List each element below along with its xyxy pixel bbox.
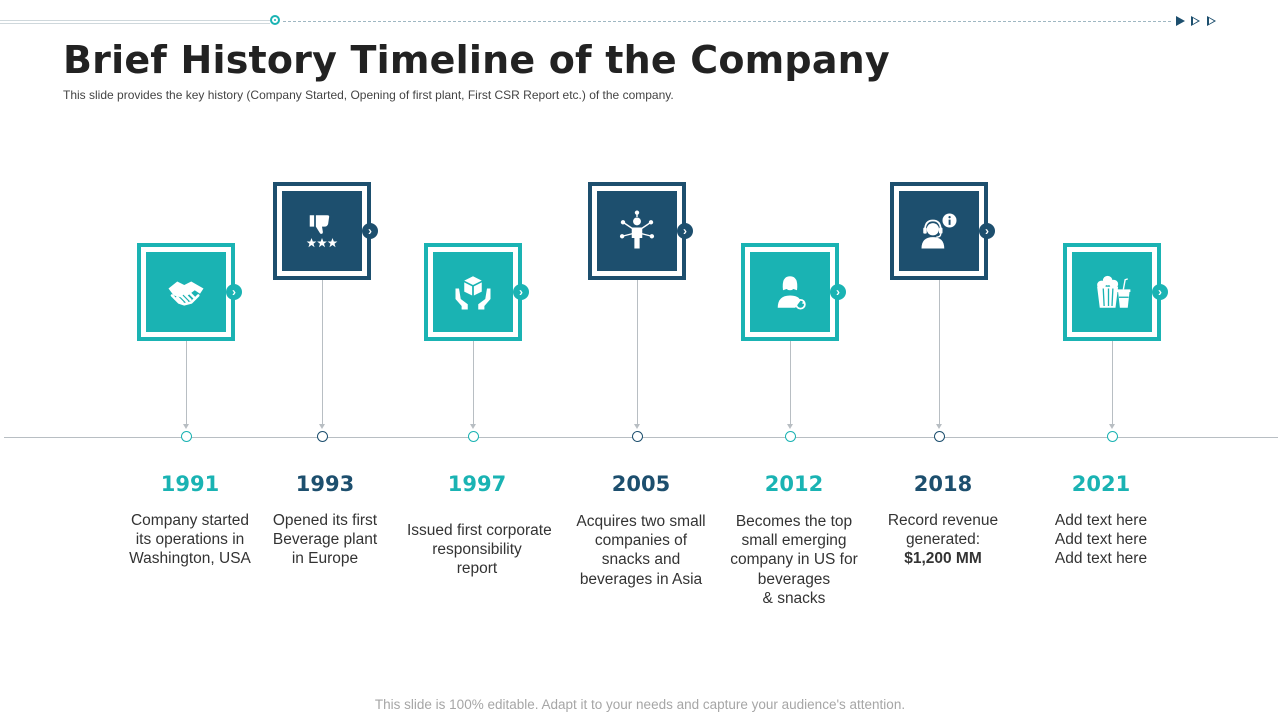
milestone-connector <box>186 341 187 425</box>
top-decor-circle <box>270 15 280 25</box>
milestone-connector <box>473 341 474 425</box>
top-decor-line <box>0 23 270 24</box>
description-line: Acquires two small <box>576 513 706 530</box>
connector-arrowhead <box>319 424 325 429</box>
description-line: in Europe <box>291 550 359 568</box>
milestone-description: Add text here Add text here Add text here <box>1031 511 1171 569</box>
chevron-right-icon: › <box>1152 284 1168 300</box>
page-subtitle: This slide provides the key history (Com… <box>63 88 674 102</box>
description-line: Opened its first <box>272 512 378 529</box>
milestone-description: Issued first corporate responsibility repo… <box>407 521 552 579</box>
description-line: Add text here <box>1054 531 1148 549</box>
timeline-dot <box>934 431 945 442</box>
play-arrow-icon <box>1176 16 1185 26</box>
description-line: Add text here <box>1054 512 1148 529</box>
description-line: beverages in Asia <box>579 570 703 588</box>
description-line: Beverage plant <box>272 531 378 549</box>
milestone-description: Becomes the top small emerging company in … <box>724 512 864 608</box>
chevron-right-icon: › <box>830 284 846 300</box>
milestone-connector <box>637 280 638 425</box>
hands-holding-box-icon <box>433 252 513 332</box>
milestone-icon-box <box>890 182 988 280</box>
connector-arrowhead <box>787 424 793 429</box>
timeline-dot <box>317 431 328 442</box>
handshake-icon <box>146 252 226 332</box>
milestone-year: 2018 <box>913 472 973 496</box>
milestone-connector <box>790 341 791 425</box>
timeline-dot <box>468 431 479 442</box>
milestone-icon-box <box>273 182 371 280</box>
connector-arrowhead <box>470 424 476 429</box>
person-network-icon <box>597 191 677 271</box>
support-agent-info-icon <box>899 191 979 271</box>
connector-arrowhead <box>1109 424 1115 429</box>
description-line: snacks and <box>601 551 681 569</box>
page-title: Brief History Timeline of the Company <box>63 38 890 82</box>
timeline-dot <box>1107 431 1118 442</box>
milestone-connector <box>939 280 940 425</box>
popcorn-drink-icon <box>1072 252 1152 332</box>
description-line: generated: <box>905 531 981 549</box>
milestone-connector <box>1112 341 1113 425</box>
milestone-year: 2021 <box>1071 472 1131 496</box>
connector-arrowhead <box>183 424 189 429</box>
description-line: beverages <box>757 570 831 588</box>
thumbs-down-rating-icon <box>282 191 362 271</box>
top-decor-line <box>0 20 270 21</box>
milestone-description: Acquires two small companies of snacks and… <box>571 512 711 589</box>
milestone-icon-box <box>424 243 522 341</box>
description-line: companies of <box>594 532 688 550</box>
connector-arrowhead <box>936 424 942 429</box>
description-line: $1,200 MM <box>904 550 982 568</box>
description-line: Issued first corporate <box>407 522 552 539</box>
description-line: small emerging <box>741 532 847 550</box>
milestone-icon-box <box>1063 243 1161 341</box>
milestone-icon-box <box>137 243 235 341</box>
description-line: responsibility <box>432 541 522 559</box>
description-line: Record revenue <box>887 512 999 529</box>
play-arrow-outline-icon <box>1191 16 1200 26</box>
description-line: Washington, USA <box>129 550 251 568</box>
milestone-year: 1991 <box>160 472 220 496</box>
timeline-dot <box>785 431 796 442</box>
description-line: Add text here <box>1054 550 1148 568</box>
woman-refresh-icon <box>750 252 830 332</box>
milestone-year: 1993 <box>295 472 355 496</box>
play-arrow-outline-icon <box>1207 16 1216 26</box>
milestone-icon-box <box>741 243 839 341</box>
description-line: company in US for <box>730 551 858 569</box>
description-line: its operations in <box>135 531 245 549</box>
chevron-right-icon: › <box>979 223 995 239</box>
connector-arrowhead <box>634 424 640 429</box>
milestone-year: 2005 <box>611 472 671 496</box>
milestone-description: Company started its operations in Washingt… <box>120 511 260 569</box>
description-line: report <box>456 560 498 578</box>
milestone-description: Opened its first Beverage plant in Europe <box>255 511 395 569</box>
timeline-dot <box>632 431 643 442</box>
milestone-description: Record revenue generated: $1,200 MM <box>873 511 1013 569</box>
chevron-right-icon: › <box>362 223 378 239</box>
chevron-right-icon: › <box>513 284 529 300</box>
chevron-right-icon: › <box>226 284 242 300</box>
milestone-year: 1997 <box>447 472 507 496</box>
description-line: & snacks <box>762 589 826 607</box>
milestone-icon-box <box>588 182 686 280</box>
chevron-right-icon: › <box>677 223 693 239</box>
description-line: Company started <box>130 512 250 529</box>
top-decor-dotted-line <box>283 21 1171 22</box>
timeline-dot <box>181 431 192 442</box>
footer-note: This slide is 100% editable. Adapt it to… <box>374 697 906 712</box>
milestone-connector <box>322 280 323 425</box>
milestone-year: 2012 <box>764 472 824 496</box>
description-line: Becomes the top <box>735 513 853 530</box>
